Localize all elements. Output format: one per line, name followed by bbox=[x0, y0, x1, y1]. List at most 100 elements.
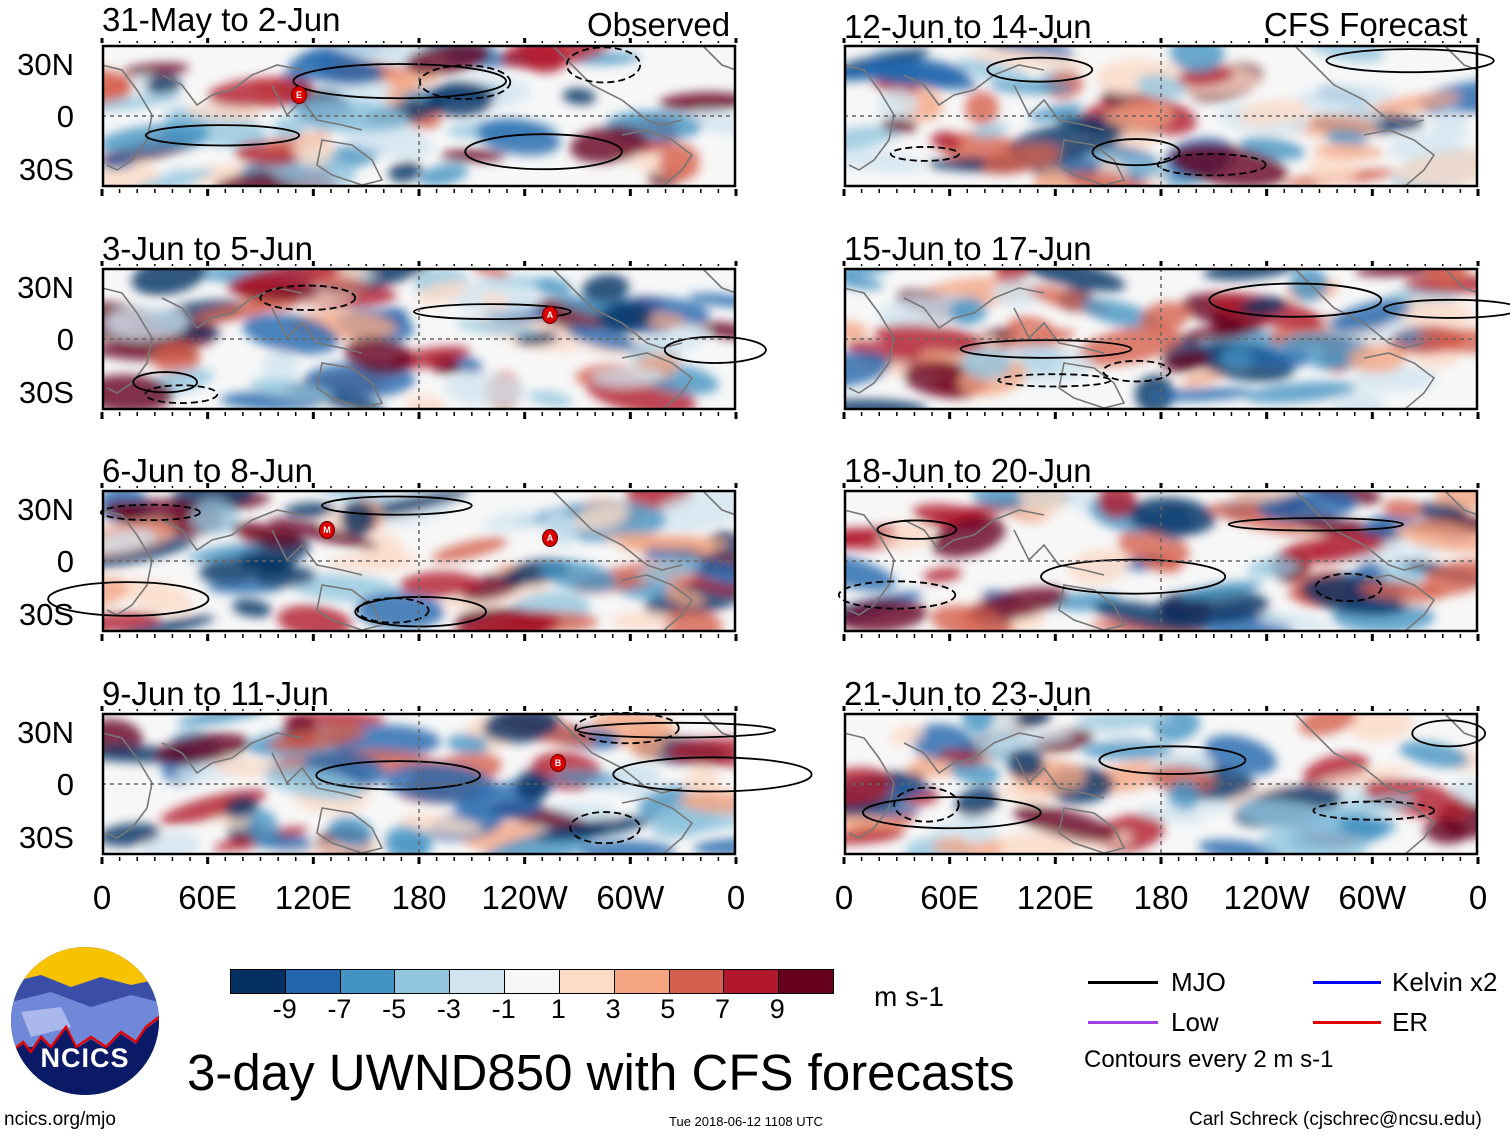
panel-frame bbox=[843, 44, 1479, 188]
colorbar-swatch bbox=[339, 970, 395, 993]
mjo-contour bbox=[1325, 48, 1495, 74]
wind-anomaly-blob bbox=[388, 161, 422, 183]
wind-anomaly-blob bbox=[948, 758, 1000, 786]
panel-frame bbox=[101, 267, 737, 411]
mjo-contour bbox=[1102, 359, 1172, 383]
legend-er: ER bbox=[1392, 1007, 1429, 1037]
wind-anomaly-blob bbox=[268, 726, 366, 752]
coastline bbox=[843, 489, 1479, 633]
wind-anomaly-blob bbox=[1180, 580, 1263, 601]
longitude-label: 60W bbox=[596, 879, 665, 916]
colorbar-label: -1 bbox=[491, 994, 516, 1024]
wind-anomaly-blob bbox=[1077, 146, 1173, 178]
mjo-contour bbox=[99, 503, 201, 522]
longitude-label: 0 bbox=[726, 879, 746, 916]
wind-anomaly-blob bbox=[528, 390, 573, 407]
wind-anomaly-blob bbox=[1075, 713, 1174, 728]
low-legend-line bbox=[1088, 1021, 1158, 1024]
longitude-label: 60W bbox=[1338, 879, 1407, 916]
wind-anomaly-blob bbox=[1311, 765, 1414, 789]
coastline bbox=[843, 712, 1479, 856]
mjo-contour bbox=[144, 384, 219, 404]
wind-anomaly-blob bbox=[972, 123, 1009, 138]
mjo-contour bbox=[354, 596, 487, 628]
wind-anomaly-blob bbox=[102, 612, 162, 632]
wind-anomaly-blob bbox=[1220, 346, 1259, 369]
wind-anomaly-blob bbox=[930, 131, 962, 151]
wind-anomaly-blob bbox=[1308, 152, 1357, 186]
wind-anomaly-blob bbox=[293, 133, 334, 167]
panel-frame bbox=[843, 712, 1479, 856]
wind-anomaly-blob bbox=[658, 92, 736, 112]
colorbar-label: 1 bbox=[550, 994, 566, 1024]
tropical-cyclone-marker: B bbox=[550, 754, 566, 772]
colorbar-label: 9 bbox=[769, 994, 785, 1024]
wind-anomaly-blob bbox=[665, 588, 704, 606]
mjo-contour bbox=[356, 597, 430, 624]
wind-anomaly-blob bbox=[535, 277, 573, 297]
wind-anomaly-blob bbox=[455, 320, 540, 336]
panel-frame bbox=[101, 712, 737, 856]
mjo-contour bbox=[259, 284, 357, 311]
wind-anomaly-blob bbox=[638, 557, 702, 582]
wind-anomaly-blob bbox=[982, 144, 1061, 174]
longitude-label: 60E bbox=[178, 879, 238, 916]
wind-anomaly-blob bbox=[844, 828, 906, 845]
mjo-legend-line bbox=[1088, 981, 1158, 984]
wind-anomaly-blob bbox=[991, 279, 1044, 306]
wind-anomaly-blob bbox=[1325, 129, 1369, 147]
wind-anomaly-blob bbox=[1068, 548, 1132, 585]
wind-anomaly-blob bbox=[1388, 132, 1441, 160]
panel-frame bbox=[843, 267, 1479, 411]
mjo-contour bbox=[612, 756, 813, 793]
map-panel-forecast-3 bbox=[837, 483, 1480, 641]
wind-anomaly-blob bbox=[416, 280, 468, 305]
wind-anomaly-blob bbox=[516, 769, 549, 804]
colorbar-label: 3 bbox=[605, 994, 621, 1024]
latitude-label: 30S bbox=[18, 152, 74, 187]
colorbar bbox=[230, 969, 834, 994]
wind-anomaly-blob bbox=[562, 88, 596, 105]
mjo-contour bbox=[861, 796, 1042, 830]
wind-anomaly-blob bbox=[1019, 490, 1067, 517]
wind-anomaly-blob bbox=[1247, 557, 1299, 578]
colorbar-label: -5 bbox=[382, 994, 407, 1024]
tropical-cyclone-marker: M bbox=[319, 521, 335, 539]
wind-anomaly-blob bbox=[889, 725, 924, 746]
wind-anomaly-blob bbox=[288, 54, 384, 86]
latitude-label: 30N bbox=[17, 270, 74, 305]
wind-anomaly-blob bbox=[581, 274, 630, 304]
panel-frame bbox=[843, 489, 1479, 633]
wind-anomaly-blob bbox=[1138, 806, 1207, 824]
wind-anomaly-blob bbox=[1162, 350, 1211, 373]
legend-mjo: MJO bbox=[1171, 967, 1226, 997]
wind-anomaly-blob bbox=[1347, 343, 1408, 373]
wind-anomaly-blob bbox=[340, 501, 377, 536]
mjo-contour bbox=[1091, 138, 1181, 167]
wind-anomaly-blob bbox=[214, 757, 275, 777]
panel-frame bbox=[101, 489, 737, 633]
wind-anomaly-blob bbox=[1399, 521, 1478, 552]
wind-anomaly-blob bbox=[446, 734, 490, 754]
wind-anomaly-blob bbox=[553, 770, 619, 786]
mjo-contour bbox=[576, 721, 777, 739]
wind-anomaly-blob bbox=[119, 578, 194, 613]
mjo-contour bbox=[47, 581, 210, 617]
wind-anomaly-blob bbox=[1417, 79, 1478, 115]
kelvin-legend-line bbox=[1313, 981, 1381, 984]
footer-url[interactable]: ncics.org/mjo bbox=[4, 1109, 116, 1130]
er-legend-line bbox=[1313, 1021, 1381, 1024]
mjo-contour bbox=[1382, 298, 1510, 319]
wind-anomaly-blob bbox=[651, 490, 736, 532]
wind-anomaly-blob bbox=[328, 815, 374, 848]
wind-anomaly-blob bbox=[690, 111, 736, 136]
latitude-label: 0 bbox=[56, 99, 74, 134]
wind-anomaly-blob bbox=[603, 532, 715, 552]
wind-anomaly-blob bbox=[344, 336, 414, 375]
observed-header: Observed bbox=[587, 6, 731, 43]
wind-anomaly-blob bbox=[874, 323, 984, 353]
wind-anomaly-blob bbox=[667, 738, 736, 767]
wind-anomaly-blob bbox=[476, 118, 561, 156]
wind-anomaly-blob bbox=[327, 552, 420, 571]
mjo-contour bbox=[569, 811, 641, 845]
